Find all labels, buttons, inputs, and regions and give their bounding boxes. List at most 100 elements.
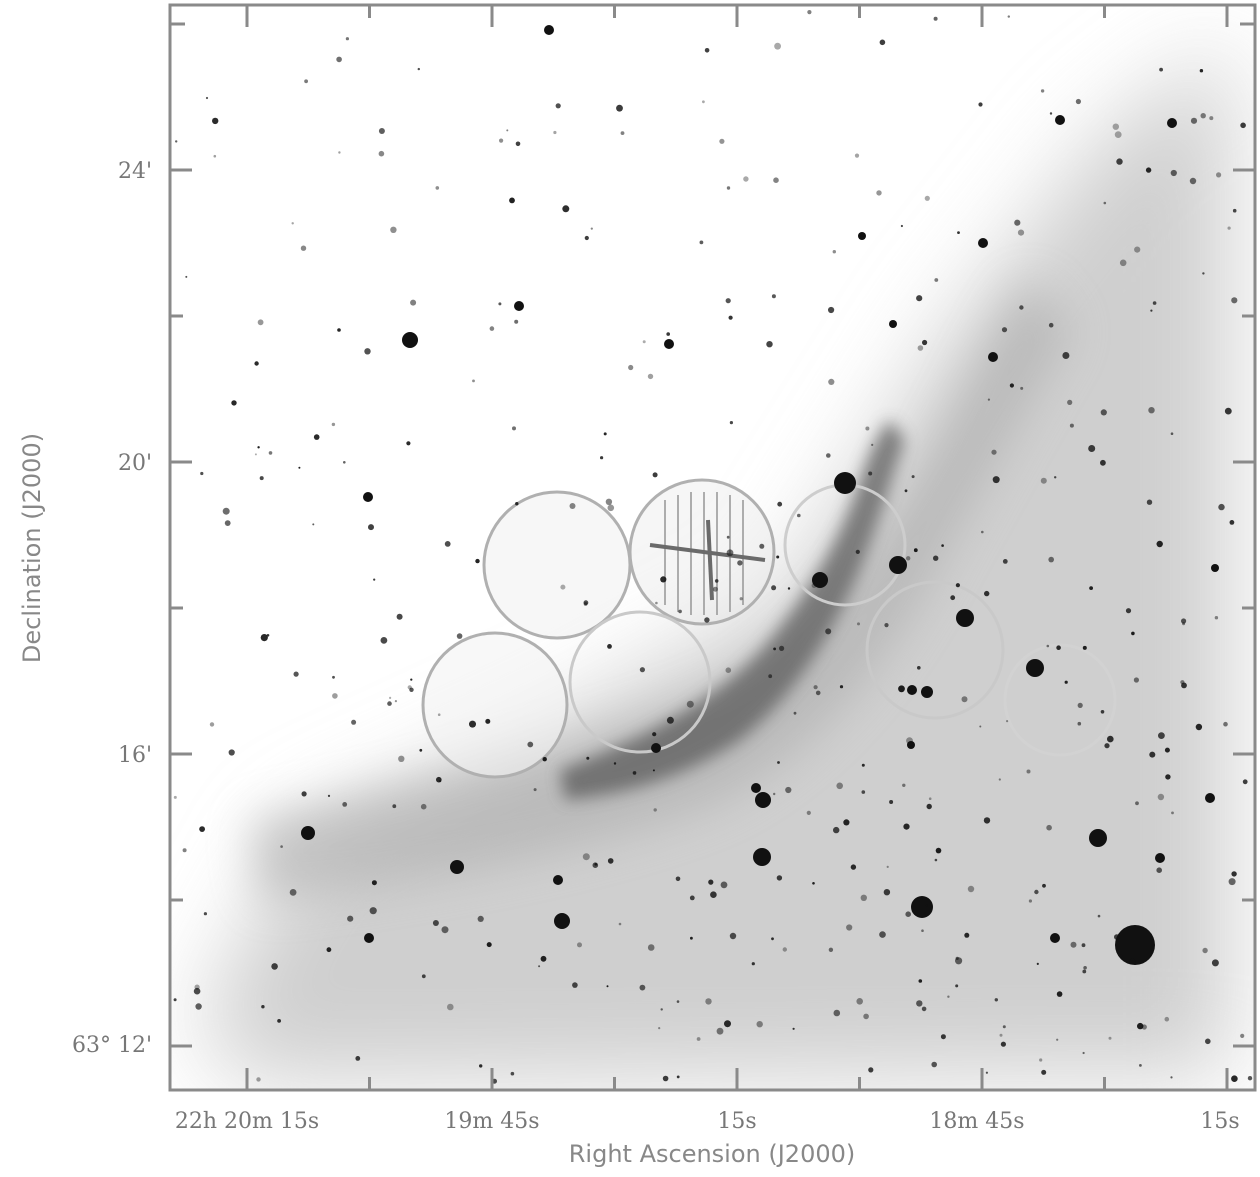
star xyxy=(858,232,866,240)
star xyxy=(940,1034,946,1040)
star xyxy=(193,987,201,995)
x-axis-title: Right Ascension (J2000) xyxy=(569,1140,856,1168)
star xyxy=(773,792,776,796)
star xyxy=(583,602,588,606)
star xyxy=(203,912,207,916)
star xyxy=(918,979,923,983)
star xyxy=(271,963,278,970)
star xyxy=(185,275,188,278)
star xyxy=(1075,98,1081,105)
star xyxy=(846,924,853,931)
star xyxy=(257,446,260,449)
star xyxy=(868,471,873,476)
star xyxy=(439,780,442,783)
star xyxy=(1146,499,1153,505)
star xyxy=(955,984,959,988)
star xyxy=(479,1064,483,1068)
star xyxy=(1104,743,1110,749)
star xyxy=(925,904,929,908)
star xyxy=(332,693,338,699)
star xyxy=(911,896,933,918)
star xyxy=(514,319,519,324)
star xyxy=(301,791,307,797)
star xyxy=(998,778,1001,781)
star xyxy=(1145,167,1152,173)
star xyxy=(868,1067,874,1073)
star xyxy=(704,48,710,53)
star xyxy=(332,675,335,679)
y-tick-label: 63° 12' xyxy=(72,1033,152,1058)
star xyxy=(301,826,315,840)
star xyxy=(1231,1075,1238,1082)
star xyxy=(759,543,765,549)
star xyxy=(398,755,405,762)
star xyxy=(720,881,728,889)
star xyxy=(406,441,411,446)
star xyxy=(607,858,614,864)
star xyxy=(833,826,840,834)
star xyxy=(1171,811,1174,815)
star xyxy=(224,520,231,526)
x-tick-label: 15s xyxy=(1200,1109,1239,1134)
star xyxy=(450,860,464,874)
star xyxy=(469,720,476,728)
star xyxy=(834,472,856,494)
star xyxy=(911,475,915,479)
star xyxy=(729,932,737,940)
axis-ticks xyxy=(170,5,1255,1090)
star xyxy=(1135,801,1139,806)
star xyxy=(1247,1076,1253,1081)
star xyxy=(726,535,730,539)
star xyxy=(390,226,397,233)
star xyxy=(1054,476,1057,479)
star xyxy=(647,944,655,951)
star xyxy=(613,762,617,765)
star xyxy=(863,1013,869,1020)
star xyxy=(200,471,204,476)
star xyxy=(173,998,177,1002)
star xyxy=(432,920,439,926)
star xyxy=(921,1006,927,1012)
star xyxy=(666,716,674,724)
star xyxy=(903,823,910,830)
star xyxy=(664,339,674,349)
star xyxy=(1134,246,1141,253)
star xyxy=(1062,352,1070,359)
star xyxy=(1141,1024,1147,1030)
star xyxy=(991,449,997,455)
star xyxy=(616,104,623,112)
star xyxy=(1231,871,1237,877)
star xyxy=(542,757,547,762)
star xyxy=(312,523,315,526)
star xyxy=(489,326,495,331)
star xyxy=(228,749,235,756)
star xyxy=(815,690,821,696)
star xyxy=(1064,680,1068,684)
star xyxy=(1089,586,1093,590)
star xyxy=(900,224,904,228)
star xyxy=(1103,201,1107,205)
star xyxy=(268,451,273,455)
star xyxy=(676,1075,680,1079)
star xyxy=(618,922,622,926)
star xyxy=(562,205,570,213)
star xyxy=(256,1077,261,1082)
star xyxy=(540,955,547,962)
star xyxy=(1205,793,1215,803)
star xyxy=(231,400,237,406)
star xyxy=(1157,793,1165,801)
star xyxy=(1170,169,1177,177)
star xyxy=(813,685,818,690)
star xyxy=(642,340,646,344)
star xyxy=(1231,297,1238,304)
star xyxy=(776,555,780,559)
star xyxy=(277,1019,281,1023)
star xyxy=(254,453,257,456)
star xyxy=(653,808,657,812)
star xyxy=(774,42,781,50)
star xyxy=(209,722,215,727)
star xyxy=(444,541,451,547)
star xyxy=(337,328,341,332)
star xyxy=(987,398,991,401)
star xyxy=(1017,229,1025,236)
